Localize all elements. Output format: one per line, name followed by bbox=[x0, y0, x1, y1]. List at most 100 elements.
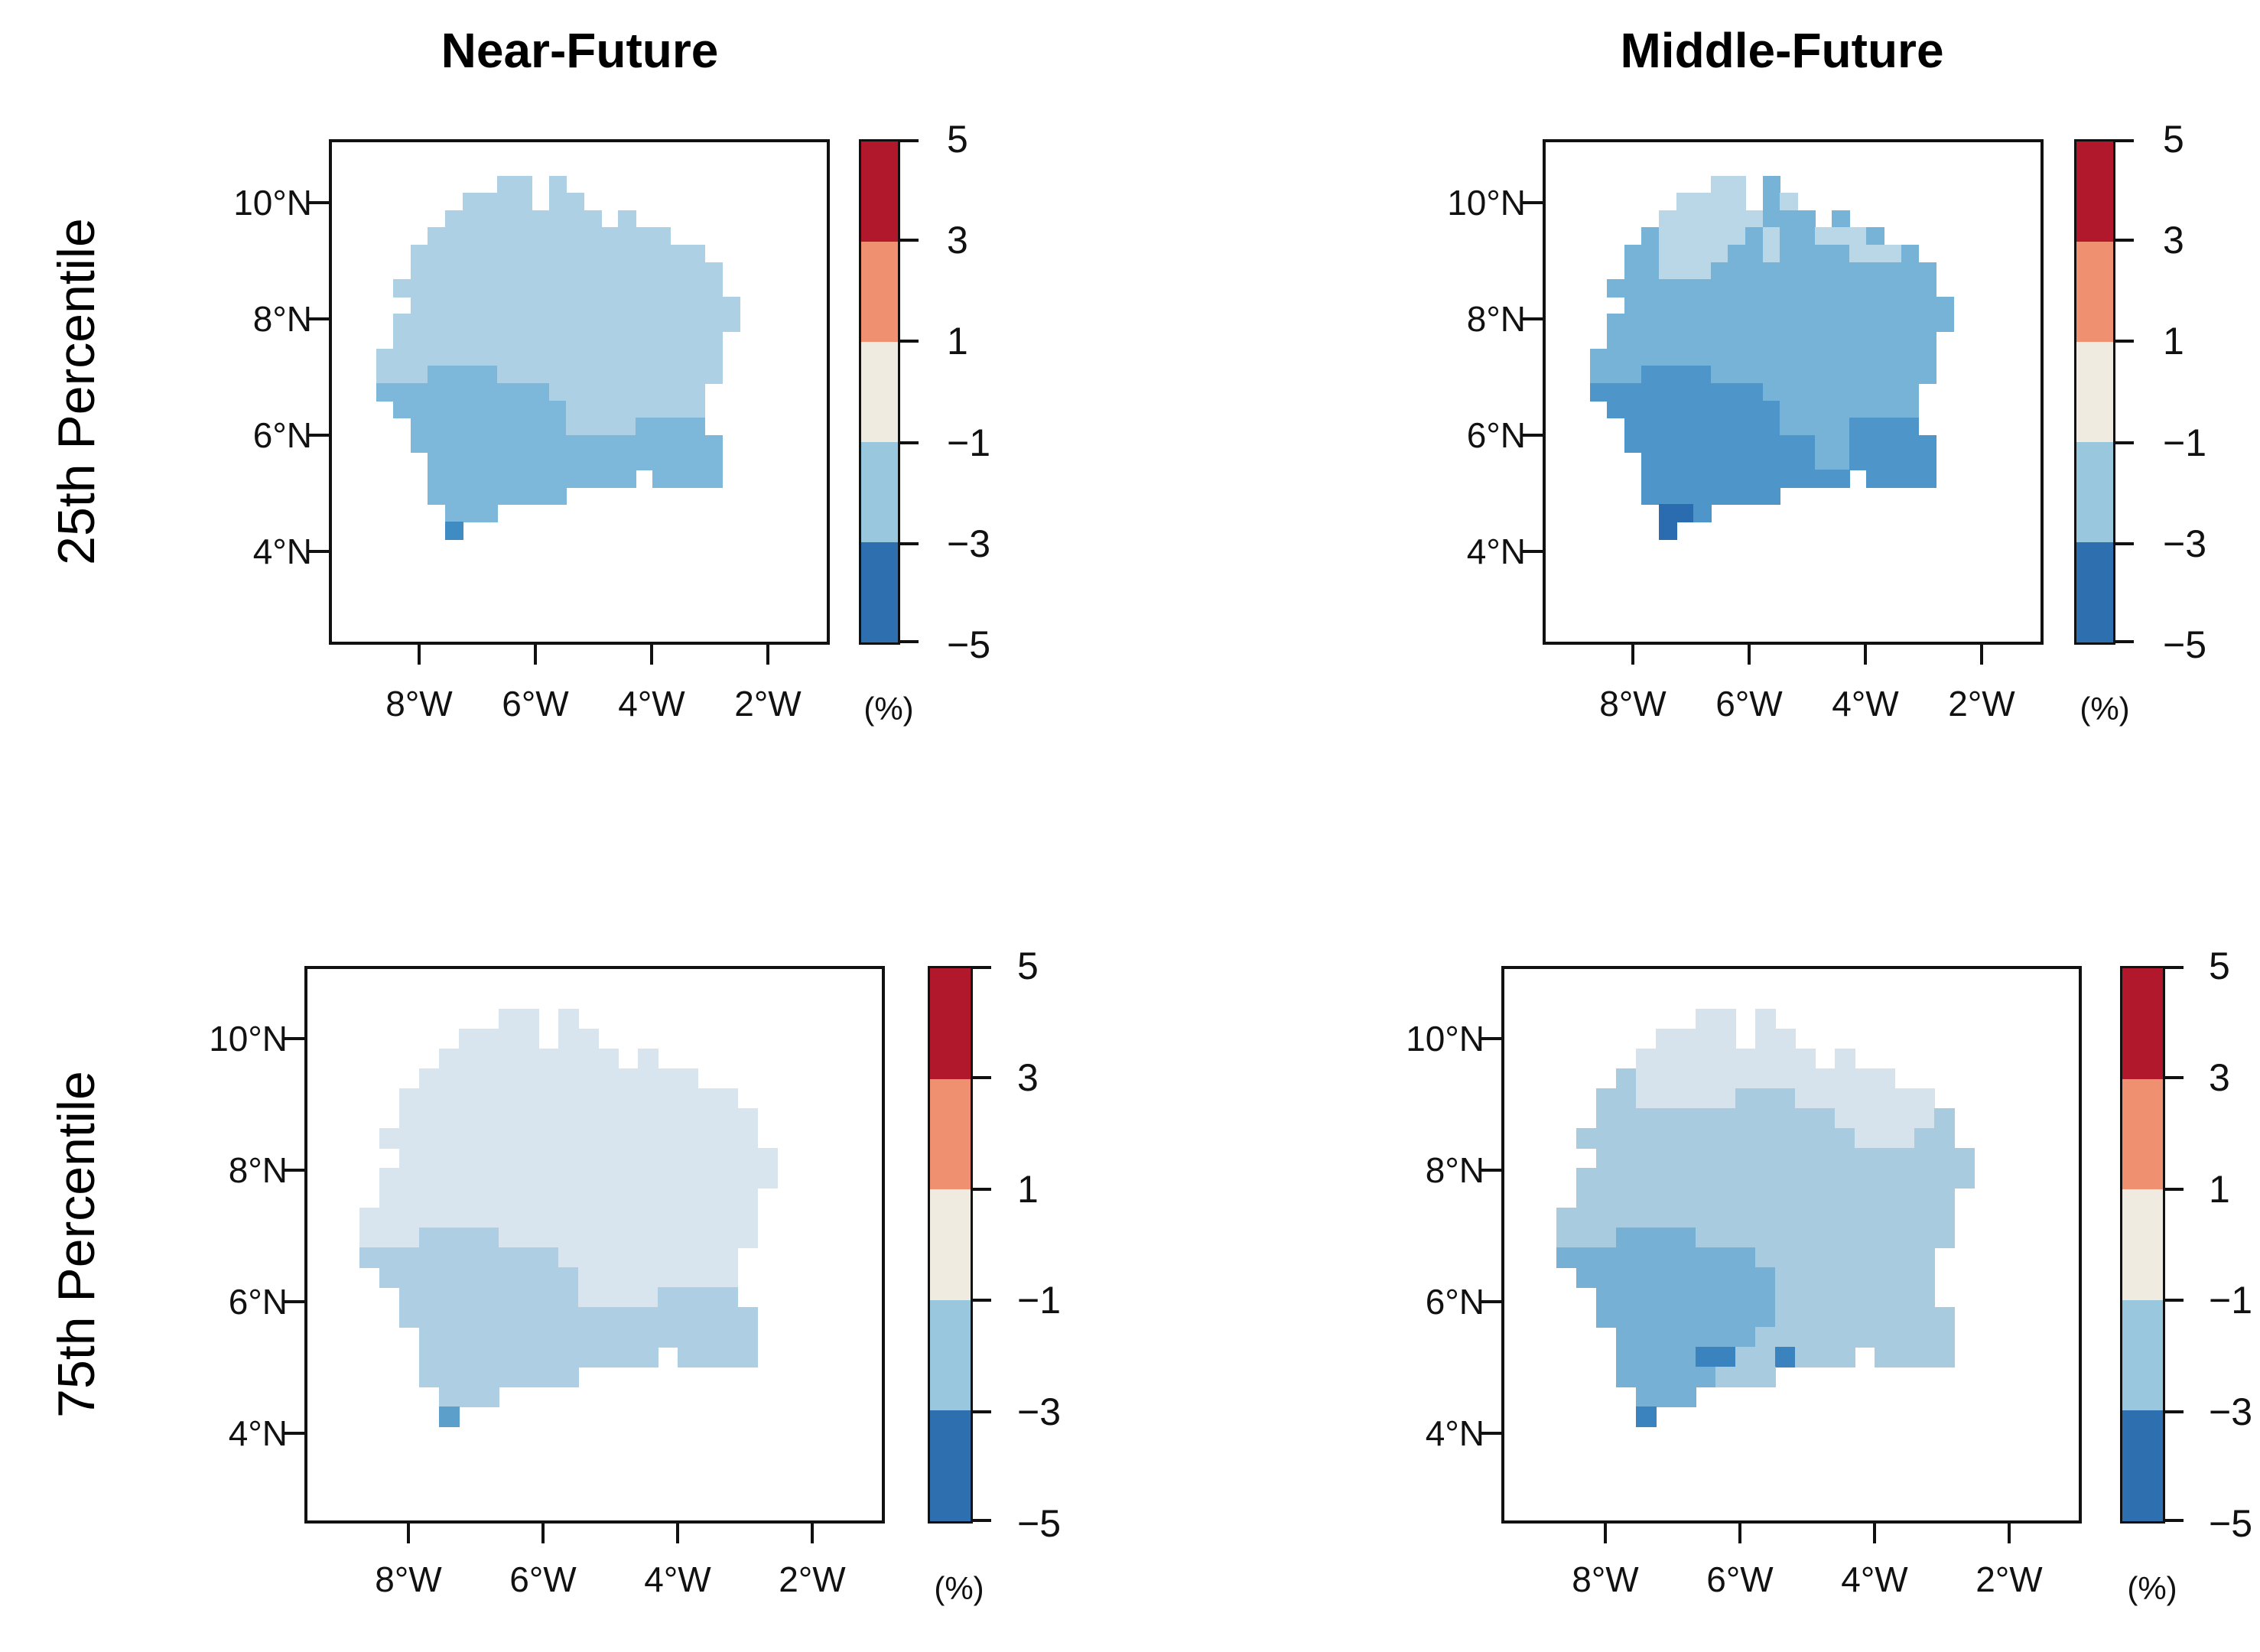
map-cell bbox=[1866, 227, 1885, 246]
map-cell bbox=[1655, 1366, 1676, 1387]
map-cell bbox=[618, 452, 636, 471]
map-cell bbox=[558, 1048, 579, 1069]
map-cell bbox=[721, 296, 740, 315]
map-cell bbox=[462, 227, 481, 246]
map-cell bbox=[1754, 1207, 1776, 1228]
map-cell bbox=[737, 1346, 758, 1367]
map-cell bbox=[1866, 296, 1885, 315]
map-cell bbox=[1624, 314, 1643, 333]
map-cell bbox=[1780, 331, 1798, 350]
map-cell bbox=[462, 418, 481, 436]
map-cell bbox=[1754, 1107, 1776, 1129]
map-cell bbox=[458, 1187, 480, 1208]
map-cell bbox=[1624, 366, 1643, 384]
map-cell bbox=[478, 1048, 499, 1069]
colorbar-segment bbox=[2122, 1410, 2163, 1521]
colorbar-tick-label: 3 bbox=[2209, 1055, 2230, 1099]
map-cell bbox=[518, 1326, 539, 1348]
map-cell bbox=[1675, 1107, 1696, 1129]
map-cell bbox=[1914, 1267, 1935, 1288]
map-cell bbox=[1797, 279, 1816, 298]
map-cell bbox=[1675, 1386, 1696, 1407]
map-cell bbox=[1933, 1326, 1955, 1348]
map-cell bbox=[1814, 1147, 1836, 1169]
map-cell bbox=[462, 348, 481, 367]
map-cell bbox=[717, 1187, 738, 1208]
map-cell bbox=[1834, 1326, 1855, 1348]
map-cell bbox=[670, 434, 688, 454]
map-cell bbox=[458, 1207, 480, 1228]
map-cell bbox=[1780, 470, 1798, 488]
x-axis-tick bbox=[541, 1524, 545, 1543]
map-cell bbox=[532, 348, 550, 367]
colorbar-segment bbox=[930, 968, 971, 1080]
map-cell bbox=[438, 1247, 460, 1268]
map-cell bbox=[1814, 418, 1833, 436]
map-cell bbox=[1635, 1326, 1657, 1348]
map-cell bbox=[1854, 1227, 1875, 1248]
map-cell bbox=[444, 244, 463, 263]
map-cell bbox=[438, 1147, 460, 1169]
map-cell bbox=[1814, 1306, 1836, 1328]
map-cell bbox=[1655, 1187, 1676, 1208]
map-cell bbox=[1693, 470, 1712, 488]
map-cell bbox=[566, 366, 584, 384]
map-cell bbox=[697, 1107, 718, 1129]
map-cell bbox=[478, 1207, 499, 1228]
map-cell bbox=[480, 418, 498, 436]
map-cell bbox=[677, 1326, 698, 1348]
map-cell bbox=[1715, 1167, 1736, 1189]
map-cell bbox=[1675, 1326, 1696, 1348]
map-cell bbox=[583, 210, 602, 229]
map-cell bbox=[1854, 1286, 1875, 1308]
map-cell bbox=[518, 1008, 539, 1029]
map-cell bbox=[1849, 452, 1868, 471]
map-cell bbox=[737, 1107, 758, 1129]
map-cell bbox=[566, 244, 584, 263]
map-cell bbox=[518, 1247, 539, 1268]
map-cell bbox=[480, 486, 498, 506]
map-cell bbox=[428, 279, 446, 298]
map-cell bbox=[1658, 470, 1677, 488]
map-cell bbox=[1607, 348, 1625, 367]
map-cell bbox=[393, 366, 411, 384]
map-cell bbox=[583, 227, 602, 246]
map-cell bbox=[1780, 296, 1798, 315]
colorbar bbox=[2120, 966, 2165, 1524]
map-cell bbox=[617, 1187, 639, 1208]
map-cell bbox=[577, 1227, 599, 1248]
map-cell bbox=[618, 279, 636, 298]
map-cell bbox=[1797, 296, 1816, 315]
map-cell bbox=[410, 296, 429, 315]
map-cell bbox=[1918, 470, 1936, 488]
map-cell bbox=[1710, 210, 1729, 229]
map-cell bbox=[1745, 279, 1764, 298]
map-cell bbox=[548, 296, 567, 315]
map-cell bbox=[583, 296, 602, 315]
map-cell bbox=[657, 1107, 678, 1129]
map-cell bbox=[1762, 366, 1781, 384]
y-axis-tick bbox=[1523, 317, 1543, 320]
map-cell bbox=[393, 331, 411, 350]
map-cell bbox=[478, 1068, 499, 1089]
map-cell bbox=[514, 418, 533, 436]
y-axis-tick-label: 10°N bbox=[1406, 1019, 1484, 1059]
map-cell bbox=[444, 486, 463, 506]
map-cell bbox=[717, 1286, 738, 1308]
map-cell bbox=[1735, 1088, 1756, 1109]
map-cell bbox=[1762, 296, 1781, 315]
map-cell bbox=[398, 1167, 420, 1189]
map-cell bbox=[1624, 348, 1643, 367]
map-cell bbox=[1754, 1247, 1776, 1268]
map-cell bbox=[462, 470, 481, 488]
map-cell bbox=[635, 434, 654, 454]
x-axis-tick bbox=[1738, 1524, 1741, 1543]
map-cell bbox=[1933, 1107, 1955, 1129]
map-cell bbox=[438, 1306, 460, 1328]
map-cell bbox=[1658, 521, 1677, 540]
map-cell bbox=[1894, 1107, 1915, 1129]
map-cell bbox=[478, 1346, 499, 1367]
map-cell bbox=[1635, 1366, 1657, 1387]
map-cell bbox=[687, 279, 706, 298]
map-cell bbox=[652, 314, 671, 333]
